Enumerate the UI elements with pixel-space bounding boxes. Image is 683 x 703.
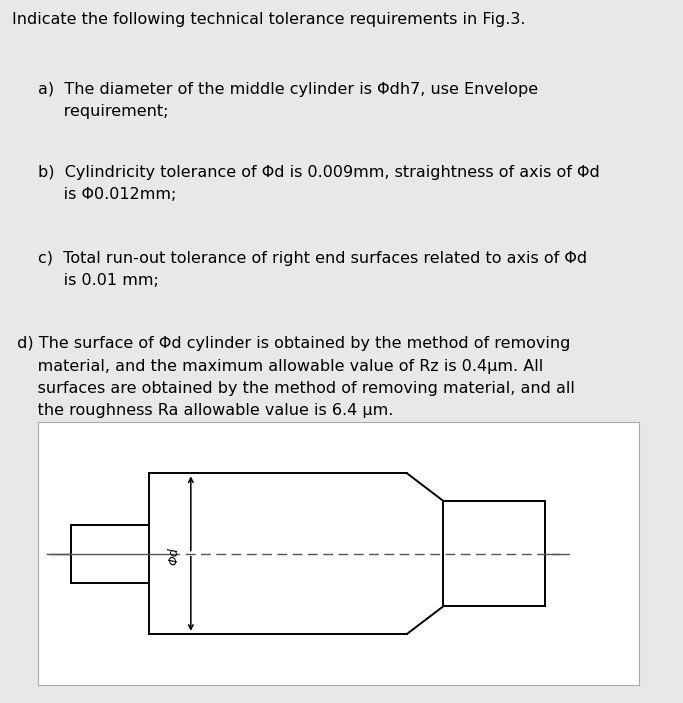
Text: c)  Total run-out tolerance of right end surfaces related to axis of Φd
     is : c) Total run-out tolerance of right end … <box>38 251 587 288</box>
Text: Indicate the following technical tolerance requirements in Fig.3.: Indicate the following technical toleran… <box>12 12 526 27</box>
Text: d) The surface of Φd cylinder is obtained by the method of removing
     materia: d) The surface of Φd cylinder is obtaine… <box>12 336 575 418</box>
Text: a)  The diameter of the middle cylinder is Φdh7, use Envelope
     requirement;: a) The diameter of the middle cylinder i… <box>38 82 538 119</box>
Text: Φd: Φd <box>167 548 180 565</box>
Text: b)  Cylindricity tolerance of Φd is 0.009mm, straightness of axis of Φd
     is : b) Cylindricity tolerance of Φd is 0.009… <box>38 165 599 202</box>
